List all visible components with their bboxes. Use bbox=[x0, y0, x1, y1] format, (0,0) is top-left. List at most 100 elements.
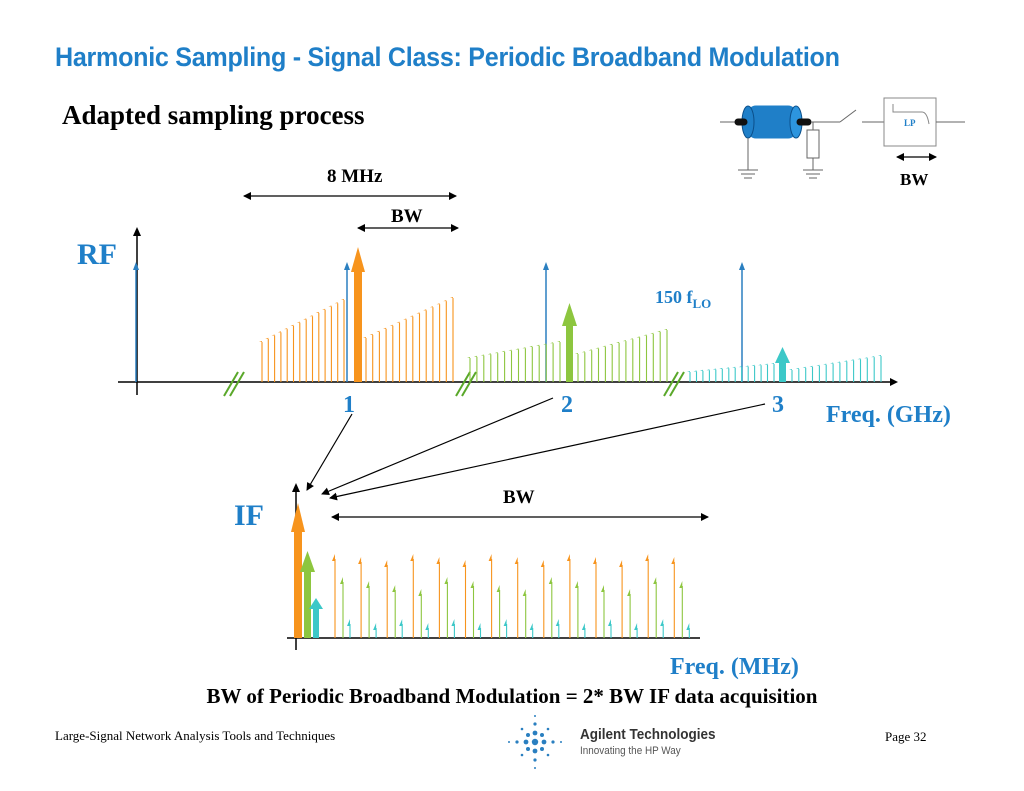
rf-sideband-line bbox=[423, 309, 427, 382]
conclusion-text: BW of Periodic Broadband Modulation = 2*… bbox=[206, 684, 818, 708]
if-cyan-line bbox=[503, 619, 508, 638]
rf-sideband-line bbox=[515, 348, 520, 382]
if-cyan-line bbox=[660, 619, 664, 638]
logo-spark-dot bbox=[540, 747, 544, 751]
rf-sideband-line bbox=[443, 300, 447, 382]
if-green-line bbox=[601, 585, 605, 638]
if-freq-label: Freq. (MHz) bbox=[670, 654, 799, 680]
harmonic-label-2: 2 bbox=[561, 392, 573, 418]
if-orange-line bbox=[619, 560, 623, 638]
if-green-line bbox=[574, 581, 579, 638]
logo-spark-dot bbox=[520, 753, 524, 757]
rf-sideband-line bbox=[857, 358, 862, 382]
rf-sideband-line bbox=[629, 338, 634, 382]
if-orange-line bbox=[384, 560, 388, 638]
rf-sideband-line bbox=[403, 318, 407, 382]
rf-sideband-line bbox=[363, 337, 367, 382]
rf-sideband-line bbox=[529, 345, 533, 382]
rf-y-axis-arrowhead bbox=[133, 227, 141, 236]
if-green-line bbox=[679, 581, 683, 638]
rf-sideband-line bbox=[550, 342, 554, 382]
rf-sideband-line bbox=[450, 297, 454, 382]
logo-spark-dot bbox=[508, 741, 510, 743]
rf-sideband-line bbox=[588, 349, 593, 382]
if-cyan-line bbox=[373, 623, 377, 638]
rf-sideband-line bbox=[823, 363, 827, 382]
rf-sideband-line bbox=[429, 306, 434, 382]
rf-sideband-line bbox=[557, 341, 561, 382]
if-green-line bbox=[470, 581, 475, 638]
rf-sideband-line bbox=[277, 331, 282, 382]
logo-spark-dot bbox=[526, 747, 530, 751]
logo-spark-dot bbox=[534, 767, 536, 769]
slide-title: Harmonic Sampling - Signal Class: Period… bbox=[55, 42, 840, 72]
rf-sideband-line bbox=[467, 357, 471, 382]
rf-sideband-line bbox=[581, 351, 586, 382]
if-orange-line bbox=[436, 557, 440, 638]
if-cyan-line bbox=[399, 619, 403, 638]
logo-spark-dot bbox=[520, 727, 524, 731]
if-cyan-line bbox=[581, 623, 586, 638]
rf-sideband-line bbox=[843, 360, 848, 382]
carrier-1-orange bbox=[351, 247, 365, 382]
logo-tagline: Innovating the HP Way bbox=[580, 745, 681, 757]
harmonic-label-1: 1 bbox=[343, 392, 355, 418]
rf-sideband-line bbox=[719, 367, 723, 382]
rf-sideband-line bbox=[309, 315, 314, 382]
rf-plot: RF Freq. (GHz) 150 fLO bbox=[77, 166, 951, 428]
rf-sideband-line bbox=[396, 321, 401, 382]
logo-spark-dot bbox=[534, 715, 536, 717]
mapping-arrows bbox=[306, 397, 766, 501]
rf-sideband-line bbox=[764, 363, 769, 382]
rf-sideband-line bbox=[836, 361, 841, 382]
logo-spark-dot bbox=[532, 730, 538, 736]
rf-sideband-line bbox=[664, 329, 668, 382]
rf-sideband-line bbox=[315, 311, 320, 382]
rf-sideband-line bbox=[699, 369, 704, 382]
rf-sideband-line bbox=[409, 315, 414, 382]
logo-spark-dot bbox=[540, 733, 544, 737]
span-8mhz-label: 8 MHz bbox=[327, 166, 383, 187]
slide-subtitle: Adapted sampling process bbox=[62, 100, 365, 130]
rf-sideband-line bbox=[575, 353, 579, 382]
if-cyan-line bbox=[608, 619, 612, 638]
rf-sideband-line bbox=[595, 347, 600, 382]
if-green-line bbox=[418, 589, 422, 638]
if-orange-line bbox=[645, 554, 649, 638]
lowpass-filter-label: LP bbox=[904, 118, 916, 128]
if-green-line bbox=[340, 577, 344, 638]
agilent-logo-spark bbox=[508, 715, 562, 769]
rf-sideband-line bbox=[494, 352, 499, 382]
if-cyan-line bbox=[555, 619, 560, 638]
ground-symbol-1 bbox=[738, 169, 758, 179]
page-number: Page 32 bbox=[885, 729, 927, 744]
if-bw-label: BW bbox=[503, 487, 535, 508]
rf-sideband-line bbox=[473, 355, 478, 382]
if-cyan-line bbox=[686, 623, 690, 638]
if-cyan-line bbox=[425, 623, 429, 638]
if-orange-line bbox=[488, 554, 493, 638]
rf-sideband-line bbox=[693, 370, 698, 382]
rf-sideband-line bbox=[609, 343, 613, 382]
if-orange-line bbox=[540, 560, 545, 638]
if-green-line bbox=[444, 577, 448, 638]
if-orange-line bbox=[671, 557, 675, 638]
if-green-line bbox=[366, 581, 370, 638]
rf-sideband-line bbox=[745, 365, 749, 382]
logo-spark-dot bbox=[546, 727, 550, 731]
lo-line-0 bbox=[133, 262, 139, 382]
logo-spark-dot bbox=[531, 738, 539, 746]
sampling-switch bbox=[839, 109, 857, 123]
footer-course-title: Large-Signal Network Analysis Tools and … bbox=[55, 728, 336, 743]
rf-sideband-line bbox=[650, 332, 654, 382]
rf-sideband-line bbox=[795, 367, 800, 382]
if-cyan-line bbox=[347, 619, 351, 638]
rf-sideband-line bbox=[802, 366, 807, 382]
rf-sideband-line bbox=[636, 336, 641, 382]
rf-sideband-line bbox=[265, 337, 269, 382]
if-cyan-line bbox=[634, 623, 638, 638]
if-carrier-orange bbox=[291, 503, 305, 638]
rf-axis-break-3 bbox=[663, 371, 685, 397]
logo-spark-dot bbox=[551, 740, 555, 744]
